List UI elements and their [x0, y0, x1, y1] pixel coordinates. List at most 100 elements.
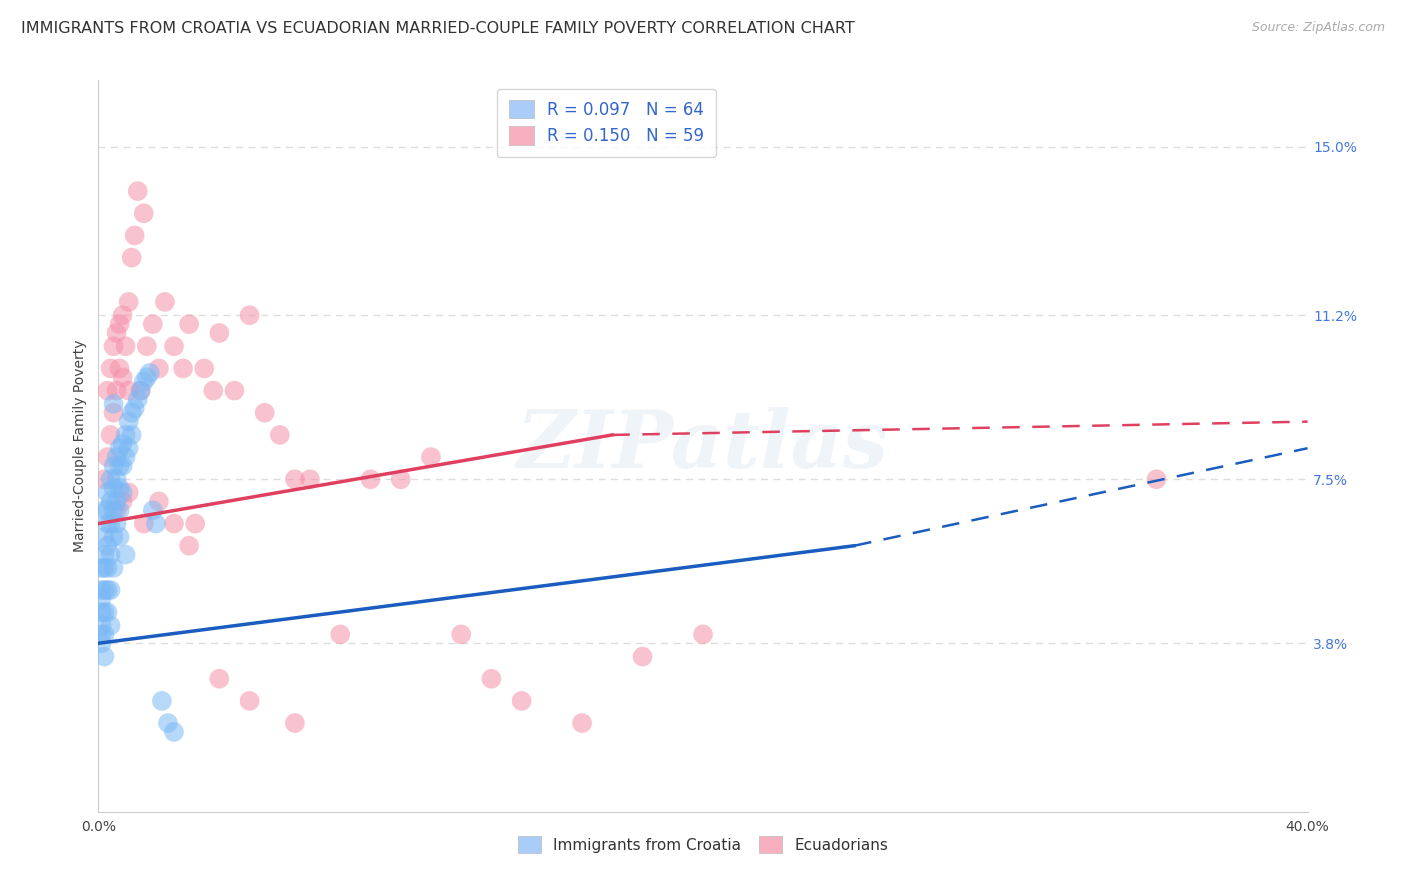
Text: Source: ZipAtlas.com: Source: ZipAtlas.com — [1251, 21, 1385, 34]
Point — [108, 361, 131, 376]
Point — [96, 503, 118, 517]
Point — [96, 516, 118, 531]
Point — [100, 361, 122, 376]
Point — [124, 228, 146, 243]
Point — [150, 694, 173, 708]
Point — [631, 649, 654, 664]
Point — [90, 591, 112, 606]
Point — [224, 384, 246, 398]
Point — [90, 618, 112, 632]
Point — [114, 548, 136, 562]
Point — [96, 583, 118, 598]
Point — [129, 384, 152, 398]
Point — [329, 627, 352, 641]
Point — [118, 415, 141, 429]
Text: ZIPatlas: ZIPatlas — [517, 408, 889, 484]
Point — [108, 441, 131, 455]
Point — [105, 384, 128, 398]
Point — [184, 516, 207, 531]
Point — [139, 366, 162, 380]
Point — [132, 206, 155, 220]
Point — [100, 472, 122, 486]
Point — [93, 530, 115, 544]
Point — [96, 605, 118, 619]
Point — [93, 548, 115, 562]
Point — [96, 485, 118, 500]
Point — [90, 627, 112, 641]
Point — [172, 361, 194, 376]
Point — [145, 516, 167, 531]
Point — [142, 317, 165, 331]
Point — [1144, 472, 1167, 486]
Point — [284, 472, 307, 486]
Point — [111, 437, 134, 451]
Point — [105, 450, 128, 464]
Point — [571, 716, 593, 731]
Point — [108, 481, 131, 495]
Point — [114, 428, 136, 442]
Point — [93, 503, 115, 517]
Point — [299, 472, 322, 486]
Point — [111, 308, 134, 322]
Point — [93, 583, 115, 598]
Point — [118, 485, 141, 500]
Point — [100, 428, 122, 442]
Point — [108, 458, 131, 473]
Point — [481, 672, 503, 686]
Point — [114, 450, 136, 464]
Point — [93, 605, 115, 619]
Point — [90, 605, 112, 619]
Point — [96, 384, 118, 398]
Point — [100, 516, 122, 531]
Point — [163, 725, 186, 739]
Point — [108, 317, 131, 331]
Point — [269, 428, 291, 442]
Point — [105, 326, 128, 340]
Point — [127, 392, 149, 407]
Point — [420, 450, 443, 464]
Point — [96, 561, 118, 575]
Point — [153, 294, 176, 309]
Point — [103, 561, 125, 575]
Point — [156, 716, 179, 731]
Point — [124, 401, 146, 416]
Y-axis label: Married-Couple Family Poverty: Married-Couple Family Poverty — [73, 340, 87, 552]
Point — [179, 539, 201, 553]
Point — [100, 494, 122, 508]
Point — [111, 494, 134, 508]
Point — [135, 339, 157, 353]
Point — [103, 339, 125, 353]
Point — [148, 361, 170, 376]
Point — [103, 406, 125, 420]
Point — [510, 694, 533, 708]
Point — [90, 636, 112, 650]
Point — [208, 326, 231, 340]
Point — [360, 472, 382, 486]
Legend: Immigrants from Croatia, Ecuadorians: Immigrants from Croatia, Ecuadorians — [512, 830, 894, 859]
Point — [202, 384, 225, 398]
Point — [118, 441, 141, 455]
Point — [129, 384, 152, 398]
Point — [103, 503, 125, 517]
Point — [105, 472, 128, 486]
Point — [239, 308, 262, 322]
Point — [93, 649, 115, 664]
Point — [284, 716, 307, 731]
Point — [127, 184, 149, 198]
Point — [163, 339, 186, 353]
Point — [450, 627, 472, 641]
Point — [103, 397, 125, 411]
Point — [105, 494, 128, 508]
Point — [114, 339, 136, 353]
Point — [239, 694, 262, 708]
Point — [208, 672, 231, 686]
Point — [111, 458, 134, 473]
Point — [90, 583, 112, 598]
Point — [105, 516, 128, 531]
Text: IMMIGRANTS FROM CROATIA VS ECUADORIAN MARRIED-COUPLE FAMILY POVERTY CORRELATION : IMMIGRANTS FROM CROATIA VS ECUADORIAN MA… — [21, 21, 855, 36]
Point — [100, 548, 122, 562]
Point — [93, 472, 115, 486]
Point — [132, 375, 155, 389]
Point — [96, 450, 118, 464]
Point — [121, 406, 143, 420]
